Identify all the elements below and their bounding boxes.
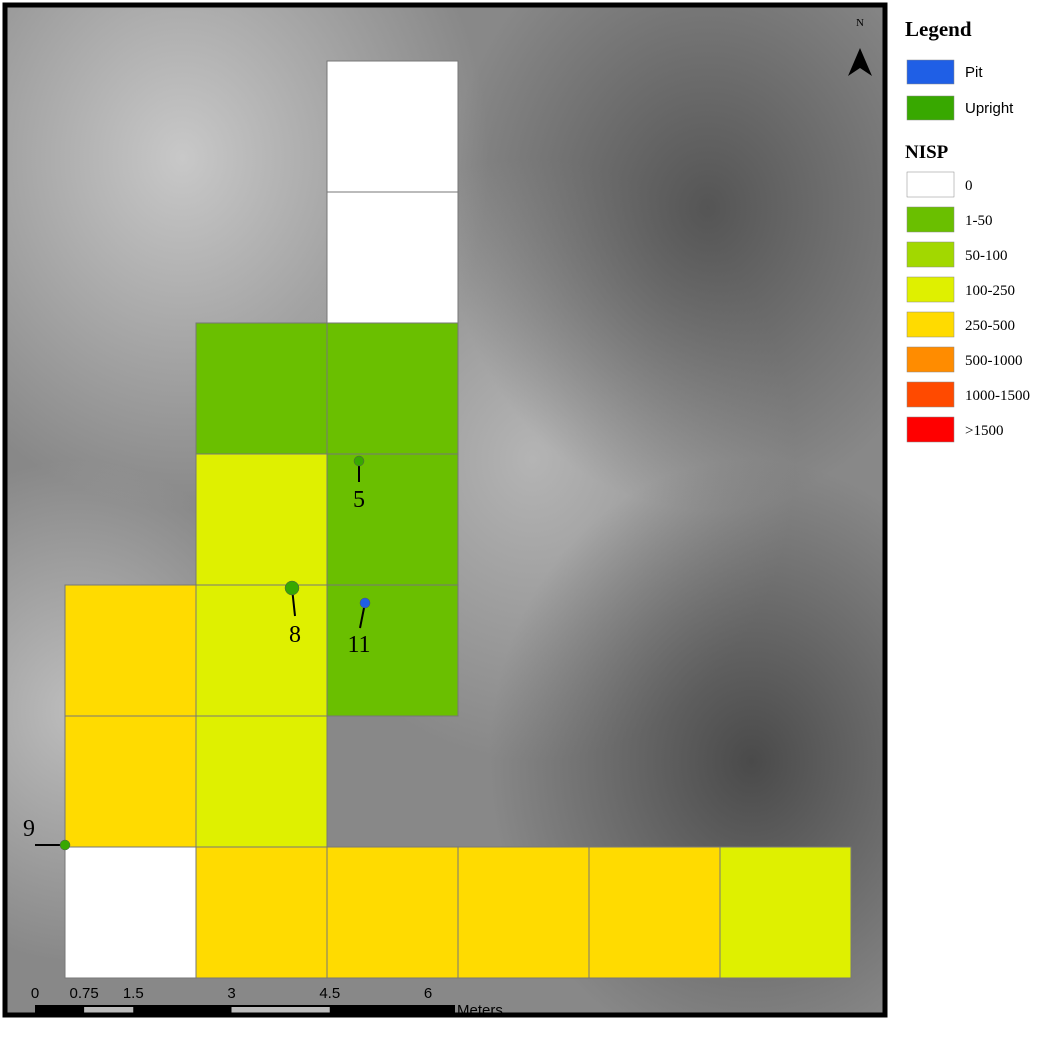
legend-swatch bbox=[907, 242, 954, 267]
legend-swatch bbox=[907, 207, 954, 232]
unit-cell bbox=[327, 454, 458, 585]
legend-label: >1500 bbox=[965, 423, 1003, 439]
legend-label: Upright bbox=[965, 100, 1014, 117]
legend-label: 500-1000 bbox=[965, 353, 1023, 369]
scale-tick-label: 0.75 bbox=[70, 985, 99, 1002]
legend-label: 100-250 bbox=[965, 283, 1015, 299]
legend-swatch bbox=[907, 382, 954, 407]
legend: Pit Upright 0 1-50 50-100 100-250 250-500 500-1… bbox=[907, 60, 1030, 442]
unit-cell bbox=[65, 847, 196, 978]
legend-swatch bbox=[907, 312, 954, 337]
unit-cell bbox=[196, 716, 327, 847]
unit-cell bbox=[196, 585, 327, 716]
point-label: 9 bbox=[23, 816, 35, 842]
north-label: N bbox=[856, 17, 864, 29]
unit-cell bbox=[196, 323, 327, 454]
point-label: 11 bbox=[347, 632, 370, 658]
unit-cell bbox=[327, 847, 458, 978]
unit-cell bbox=[65, 716, 196, 847]
legend-swatch bbox=[907, 347, 954, 372]
unit-cell bbox=[458, 847, 589, 978]
scale-tick-label: 6 bbox=[424, 985, 432, 1002]
unit-cell bbox=[327, 61, 458, 192]
legend-label: 250-500 bbox=[965, 318, 1015, 334]
unit-cell bbox=[196, 847, 327, 978]
legend-label: Pit bbox=[965, 64, 983, 81]
legend-label: 50-100 bbox=[965, 248, 1008, 264]
unit-cell bbox=[327, 192, 458, 323]
legend-swatch bbox=[907, 60, 954, 84]
point-label: 8 bbox=[289, 622, 301, 648]
feature-point bbox=[60, 840, 70, 850]
feature-point bbox=[354, 456, 364, 466]
unit-cell bbox=[196, 454, 327, 585]
feature-point bbox=[285, 581, 299, 595]
legend-swatch bbox=[907, 96, 954, 120]
map-page: 58119 00.751.534.56Meters N Legend NISP … bbox=[0, 0, 1053, 1042]
scale-tick-label: 0 bbox=[31, 985, 39, 1002]
legend-swatch bbox=[907, 277, 954, 302]
unit-cell bbox=[720, 847, 851, 978]
unit-cell bbox=[589, 847, 720, 978]
legend-swatch bbox=[907, 172, 954, 197]
nisp-title: NISP bbox=[905, 142, 949, 163]
legend-swatch bbox=[907, 417, 954, 442]
scale-bar-segment bbox=[232, 1007, 330, 1013]
legend-title: Legend bbox=[905, 17, 972, 41]
scale-bar-segment bbox=[84, 1007, 133, 1013]
scale-tick-label: 4.5 bbox=[319, 985, 340, 1002]
unit-cell bbox=[65, 585, 196, 716]
legend-label: 1-50 bbox=[965, 213, 993, 229]
point-label: 5 bbox=[353, 487, 365, 513]
legend-label: 0 bbox=[965, 178, 973, 194]
scale-tick-label: 3 bbox=[227, 985, 235, 1002]
unit-cell bbox=[327, 323, 458, 454]
feature-point bbox=[360, 598, 370, 608]
scale-tick-label: 1.5 bbox=[123, 985, 144, 1002]
legend-label: 1000-1500 bbox=[965, 388, 1030, 404]
